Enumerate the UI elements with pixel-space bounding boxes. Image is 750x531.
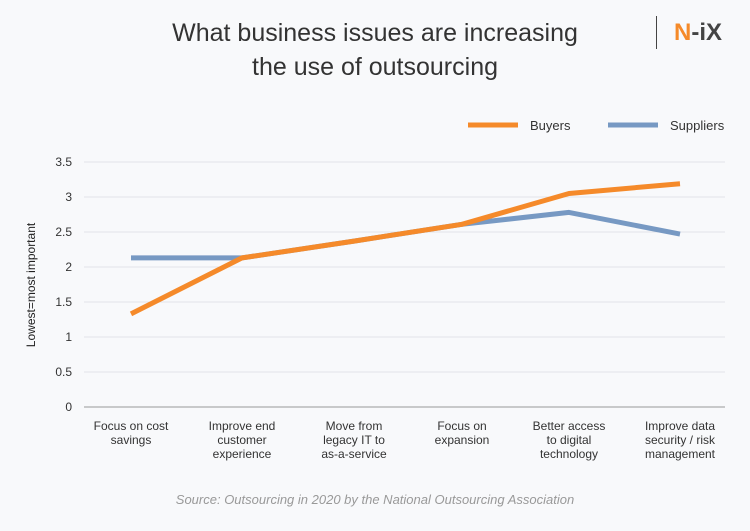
y-tick-label: 3.5	[55, 155, 72, 169]
y-tick-label: 2.5	[55, 225, 72, 239]
source-note: Source: Outsourcing in 2020 by the Natio…	[175, 492, 575, 507]
logo-rest: -iX	[691, 19, 723, 46]
y-tick-label: 2	[65, 260, 72, 274]
x-tick-label: Focus on expansion	[435, 419, 490, 447]
logo-n: N	[674, 19, 692, 46]
x-tick-label: Move from legacy IT to as-a-service	[321, 419, 387, 461]
title-line-1: What business issues are increasing	[172, 19, 578, 47]
x-tick-label: Focus on cost savings	[94, 419, 169, 447]
legend-label-buyers: Buyers	[530, 118, 571, 133]
y-tick-label: 3	[65, 190, 72, 204]
n-ix-logo: N-iX	[674, 19, 722, 47]
title-line-2: the use of outsourcing	[252, 53, 498, 81]
chart-title: What business issues are increasing the …	[120, 16, 630, 84]
series-line-buyers	[129, 181, 681, 317]
y-axis-label: Lowest=most important	[24, 222, 38, 347]
x-tick-label: Improve data security / risk management	[645, 419, 716, 461]
y-tick-label: 0.5	[55, 365, 72, 379]
legend-label-suppliers: Suppliers	[670, 118, 725, 133]
y-tick-label: 1	[65, 330, 72, 344]
y-tick-label: 1.5	[55, 295, 72, 309]
y-tick-label: 0	[65, 400, 72, 414]
x-tick-label: Better access to digital technology	[533, 419, 606, 461]
logo-divider	[656, 16, 657, 49]
x-tick-label: Improve end customer experience	[209, 419, 276, 461]
